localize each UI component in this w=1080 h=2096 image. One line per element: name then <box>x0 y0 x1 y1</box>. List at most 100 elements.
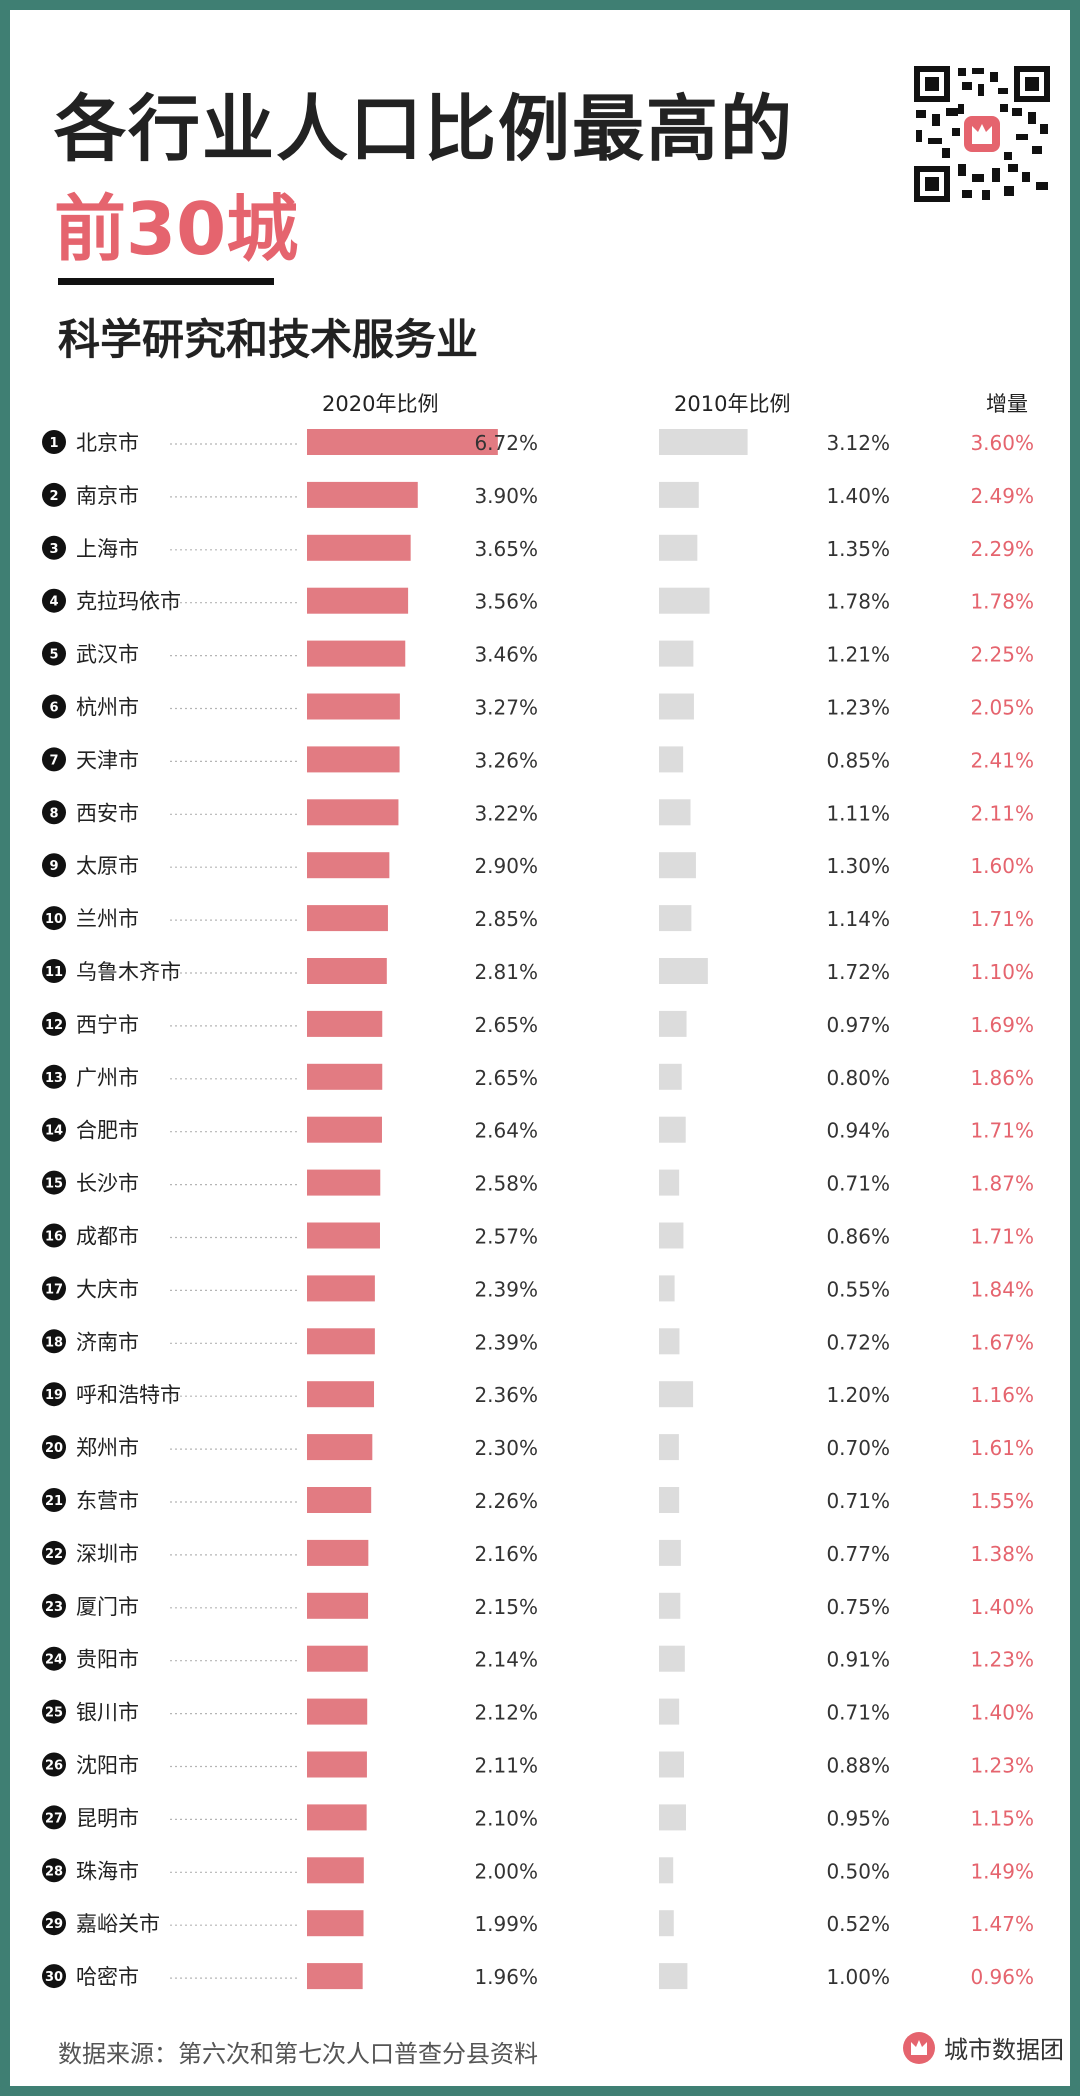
rank-badge <box>42 1593 66 1618</box>
rank-badge <box>42 1911 66 1936</box>
bar-2020 <box>307 905 388 932</box>
value-label-increase: 1.38% <box>970 1542 1034 1566</box>
value-label-2010: 0.86% <box>826 1225 890 1249</box>
value-label-2010: 0.71% <box>826 1172 890 1196</box>
rank-badge <box>42 1964 66 1989</box>
city-label: 济南市 <box>76 1330 139 1354</box>
value-label-increase: 2.25% <box>970 643 1034 667</box>
bar-2020 <box>307 1751 367 1778</box>
rank-number: 25 <box>45 1706 63 1721</box>
bar-2020 <box>307 1804 367 1831</box>
value-label-2010: 0.71% <box>826 1489 890 1513</box>
value-label-2020: 2.14% <box>474 1648 538 1672</box>
rank-number: 7 <box>49 753 58 768</box>
bar-2020 <box>307 1328 375 1355</box>
rank-number: 10 <box>45 912 63 927</box>
value-label-2010: 0.75% <box>826 1595 890 1619</box>
bar-2010 <box>659 1963 688 1990</box>
city-label: 北京市 <box>76 431 139 455</box>
value-label-2020: 2.16% <box>474 1542 538 1566</box>
rank-badge <box>42 1382 66 1407</box>
value-label-2010: 0.55% <box>826 1277 890 1301</box>
brand-logo-icon <box>903 2031 935 2064</box>
value-label-2020: 2.65% <box>474 1066 538 1090</box>
value-label-2010: 1.30% <box>826 854 890 878</box>
value-label-2020: 3.90% <box>474 484 538 508</box>
rank-badge <box>42 1329 66 1354</box>
city-label: 郑州市 <box>76 1436 139 1460</box>
rank-badge <box>42 1011 66 1036</box>
bar-2010 <box>659 1010 687 1037</box>
value-label-2020: 2.39% <box>474 1277 538 1301</box>
value-label-2010: 0.80% <box>826 1066 890 1090</box>
city-label: 广州市 <box>76 1066 139 1090</box>
rank-badge <box>42 1488 66 1512</box>
value-label-2010: 0.85% <box>826 748 890 772</box>
value-label-2020: 2.57% <box>474 1225 538 1249</box>
value-label-increase: 1.71% <box>970 907 1034 931</box>
rank-badge <box>42 694 66 719</box>
rank-number: 24 <box>45 1653 63 1668</box>
rank-badge <box>42 1223 66 1248</box>
value-label-increase: 1.61% <box>970 1436 1034 1460</box>
chart-subtitle: 科学研究和技术服务业 <box>58 315 479 364</box>
value-label-increase: 1.49% <box>970 1859 1034 1883</box>
bar-2010 <box>659 640 694 667</box>
value-label-2020: 2.11% <box>474 1754 538 1778</box>
value-label-2020: 1.96% <box>474 1965 538 1989</box>
value-label-increase: 1.84% <box>970 1277 1034 1301</box>
bar-2010 <box>659 1169 680 1196</box>
value-label-2010: 0.72% <box>826 1330 890 1354</box>
value-label-2010: 1.21% <box>826 643 890 667</box>
value-label-2010: 0.50% <box>826 1859 890 1883</box>
bar-2020 <box>307 1539 369 1566</box>
value-label-2010: 1.23% <box>826 696 890 720</box>
city-label: 大庆市 <box>76 1277 139 1301</box>
value-label-2010: 1.11% <box>826 801 890 825</box>
bar-2010 <box>659 1645 685 1672</box>
bar-2020 <box>307 429 498 455</box>
bar-2020 <box>307 1116 382 1143</box>
bar-2010 <box>659 1328 680 1355</box>
value-label-2010: 0.88% <box>826 1754 890 1778</box>
rank-badge <box>42 1858 66 1883</box>
value-label-increase: 1.71% <box>970 1225 1034 1249</box>
bar-2020 <box>307 1487 372 1513</box>
value-label-increase: 2.49% <box>970 484 1034 508</box>
rank-badge <box>42 1699 66 1724</box>
bar-2020 <box>307 693 400 720</box>
bar-2010 <box>659 1063 682 1090</box>
value-label-2020: 6.72% <box>474 431 538 455</box>
rank-badge <box>42 906 66 931</box>
ranking-chart: 1 北京市 6.72% 3.12% 3.60% 2 南京市 3.90% 1.40% 2.49% 3 上… <box>42 429 1034 1990</box>
value-label-increase: 0.96% <box>970 1965 1034 1989</box>
value-label-increase: 1.40% <box>970 1701 1034 1725</box>
bar-2010 <box>659 1592 681 1619</box>
bar-2020 <box>307 1645 368 1672</box>
rank-badge <box>42 747 66 772</box>
value-label-2020: 2.58% <box>474 1172 538 1196</box>
rank-number: 15 <box>45 1177 63 1192</box>
city-label: 东营市 <box>76 1489 139 1513</box>
value-label-increase: 1.47% <box>970 1912 1034 1936</box>
rank-number: 5 <box>49 648 58 663</box>
city-label: 银川市 <box>76 1701 139 1725</box>
value-label-2010: 1.20% <box>826 1383 890 1407</box>
city-label: 太原市 <box>76 854 139 878</box>
value-label-increase: 2.29% <box>970 537 1034 561</box>
col-header-2020: 2020年比例 <box>322 392 439 416</box>
value-label-2020: 2.30% <box>474 1436 538 1460</box>
city-label: 上海市 <box>76 537 139 561</box>
value-label-2010: 1.72% <box>826 960 890 984</box>
qr-code-icon <box>912 64 1052 204</box>
rank-number: 2 <box>49 489 58 504</box>
rank-number: 23 <box>45 1600 63 1615</box>
value-label-increase: 1.23% <box>970 1754 1034 1778</box>
value-label-2010: 0.77% <box>826 1542 890 1566</box>
value-label-increase: 1.87% <box>970 1172 1034 1196</box>
bar-2020 <box>307 1063 383 1090</box>
bar-2010 <box>659 587 710 614</box>
bar-2020 <box>307 799 399 826</box>
value-label-increase: 1.60% <box>970 854 1034 878</box>
bar-2010 <box>659 481 699 508</box>
